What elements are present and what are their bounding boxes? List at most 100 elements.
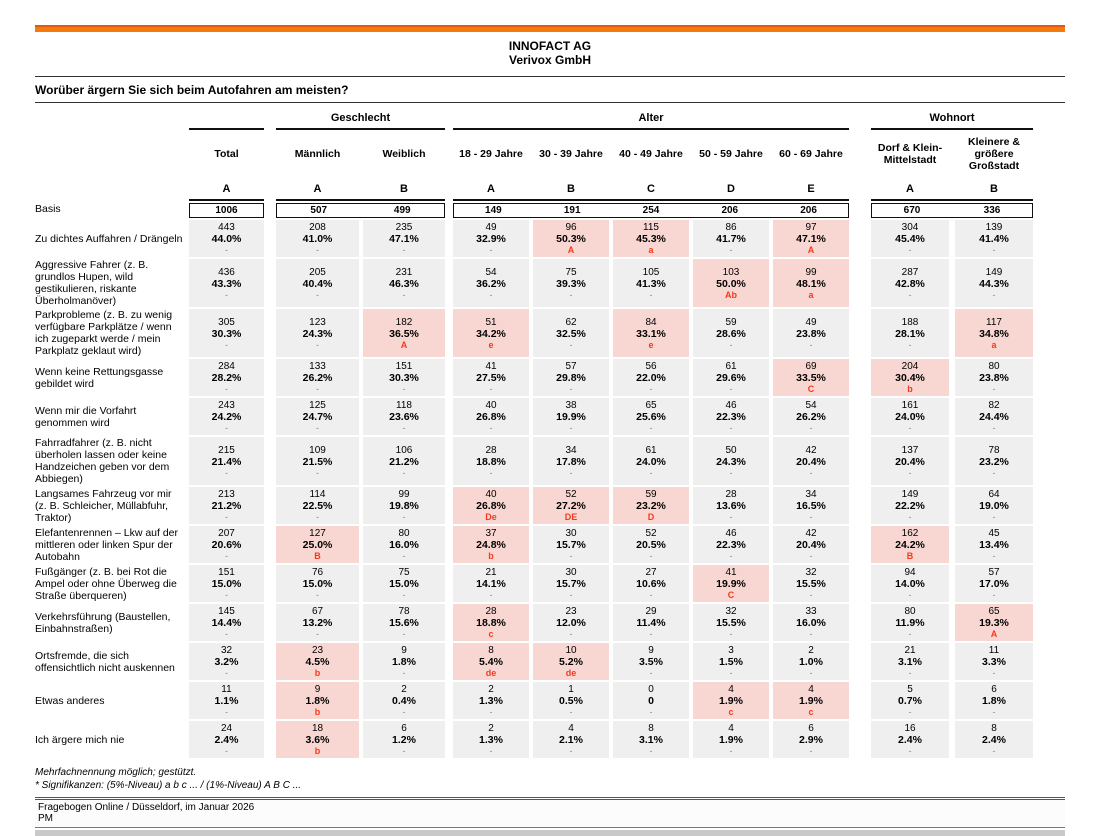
cell-significance: - xyxy=(908,590,912,600)
cell-percent: 48.1% xyxy=(796,277,826,290)
cell-significance: - xyxy=(992,289,996,300)
cell-percent: 24.3% xyxy=(716,455,746,468)
row-label: Verkehrsführung (Baustellen, Einbahnstra… xyxy=(35,610,171,635)
cell-count: 1 xyxy=(568,684,574,695)
cell-count: 65 xyxy=(988,606,1000,617)
table-row: Zu dichtes Auffahren / Drängeln 443 44.0% -… xyxy=(35,220,1065,257)
cell-count: 284 xyxy=(218,361,235,372)
data-cell: 284 28.2% - xyxy=(189,359,264,396)
cell-percent: 5.4% xyxy=(479,656,503,668)
cell-percent: 40.4% xyxy=(302,277,333,290)
cell-count: 145 xyxy=(218,606,235,617)
cell-significance: - xyxy=(649,707,653,717)
divider-line xyxy=(35,102,1065,103)
data-cell: 231 46.3% - xyxy=(363,259,445,307)
cell-count: 59 xyxy=(645,489,657,500)
data-cell: 137 20.4% - xyxy=(871,437,949,485)
cell-significance: - xyxy=(225,384,228,394)
cell-significance: - xyxy=(402,551,406,561)
basis-group-rule xyxy=(189,199,264,201)
table-row: Langsames Fahrzeug vor mir (z. B. Schlei… xyxy=(35,487,1065,524)
cell-percent: 14.0% xyxy=(895,578,925,590)
row-label: Elefantenrennen – Lkw auf der mittleren … xyxy=(35,526,179,563)
data-cell: 149 22.2% - xyxy=(871,487,949,524)
column-letter: B xyxy=(567,183,575,195)
data-cell: 125 24.7% - xyxy=(276,398,359,435)
cell-significance: D xyxy=(647,512,655,522)
basis-box: 507 499 xyxy=(276,203,445,218)
cell-percent: 1.5% xyxy=(719,656,743,668)
cell-percent: 24.2% xyxy=(211,411,242,423)
basis-group-rule xyxy=(276,199,445,201)
cell-significance: - xyxy=(992,512,996,522)
cell-significance: de xyxy=(485,668,497,678)
data-cell: 75 15.0% - xyxy=(363,565,445,602)
cell-significance: - xyxy=(992,467,996,478)
data-cell: 6 1.8% - xyxy=(955,682,1033,719)
data-cell: 208 41.0% - xyxy=(276,220,359,257)
data-cell: 49 32.9% - xyxy=(453,220,529,257)
cell-count: 30 xyxy=(565,567,577,578)
top-accent-bar xyxy=(35,25,1065,32)
cell-count: 9 xyxy=(314,684,321,695)
table-body: Zu dichtes Auffahren / Drängeln 443 44.0% -… xyxy=(35,220,1065,758)
data-cell: 32 15.5% - xyxy=(693,604,769,641)
data-cell: 443 44.0% - xyxy=(189,220,264,257)
cell-count: 2 xyxy=(401,684,407,695)
data-cell: 64 19.0% - xyxy=(955,487,1033,524)
data-cell: 29 11.4% - xyxy=(613,604,689,641)
cell-significance: - xyxy=(225,289,228,300)
data-cell: 51 34.2% e xyxy=(453,309,529,357)
data-cell: 32 15.5% - xyxy=(773,565,849,602)
cell-count: 28 xyxy=(725,489,737,500)
cell-significance: - xyxy=(992,707,996,717)
cell-count: 18 xyxy=(311,723,324,734)
basis-value: 1006 xyxy=(215,205,238,216)
footer-author-line: PM xyxy=(38,813,53,824)
data-cell: 78 23.2% - xyxy=(955,437,1033,485)
data-cell: 145 14.4% - xyxy=(189,604,264,641)
cell-count: 24 xyxy=(220,723,233,734)
cell-percent: 22.3% xyxy=(716,411,746,423)
cell-percent: 10.6% xyxy=(636,578,666,590)
data-cell: 80 11.9% - xyxy=(871,604,949,641)
table-row: Elefantenrennen – Lkw auf der mittleren … xyxy=(35,526,1065,563)
cell-count: 114 xyxy=(309,489,326,500)
cell-percent: 22.2% xyxy=(895,500,925,512)
cell-percent: 21.5% xyxy=(302,455,333,468)
cell-percent: 46.3% xyxy=(389,277,419,290)
cell-significance: - xyxy=(729,384,733,394)
cell-significance: - xyxy=(489,746,493,756)
cell-count: 103 xyxy=(722,266,740,278)
cell-percent: 3.2% xyxy=(214,656,239,668)
cell-percent: 45.3% xyxy=(636,233,666,245)
row-label: Ich ärgere mich nie xyxy=(35,733,125,746)
data-cell: 105 41.3% - xyxy=(613,259,689,307)
cell-percent: 20.4% xyxy=(796,455,826,468)
cell-count: 61 xyxy=(725,361,737,372)
cell-count: 287 xyxy=(901,266,919,278)
cell-significance: e xyxy=(488,339,494,350)
cell-significance: - xyxy=(908,339,912,350)
column-letter: C xyxy=(647,183,655,195)
basis-value: 254 xyxy=(642,205,660,216)
data-cell: 103 50.0% Ab xyxy=(693,259,769,307)
column-header: 60 - 69 Jahre xyxy=(779,148,843,160)
cell-count: 61 xyxy=(645,444,657,456)
cell-significance: - xyxy=(225,629,228,639)
cell-significance: - xyxy=(649,467,653,478)
cell-significance: - xyxy=(402,707,406,717)
cell-significance: - xyxy=(729,339,733,350)
cell-percent: 16.0% xyxy=(389,539,419,551)
column-names-row: Total Männlich Weiblich 18 - 29 Jahre 30 - 3… xyxy=(35,132,1065,176)
cell-significance: b xyxy=(488,551,494,561)
cell-percent: 36.5% xyxy=(389,327,419,340)
cell-percent: 28.1% xyxy=(895,327,925,340)
data-cell: 27 10.6% - xyxy=(613,565,689,602)
cell-percent: 24.0% xyxy=(636,455,666,468)
cell-significance: - xyxy=(649,590,653,600)
cell-significance: - xyxy=(809,746,813,756)
cell-count: 82 xyxy=(988,400,1000,411)
cell-percent: 36.2% xyxy=(476,277,506,290)
cell-count: 42 xyxy=(805,444,817,456)
